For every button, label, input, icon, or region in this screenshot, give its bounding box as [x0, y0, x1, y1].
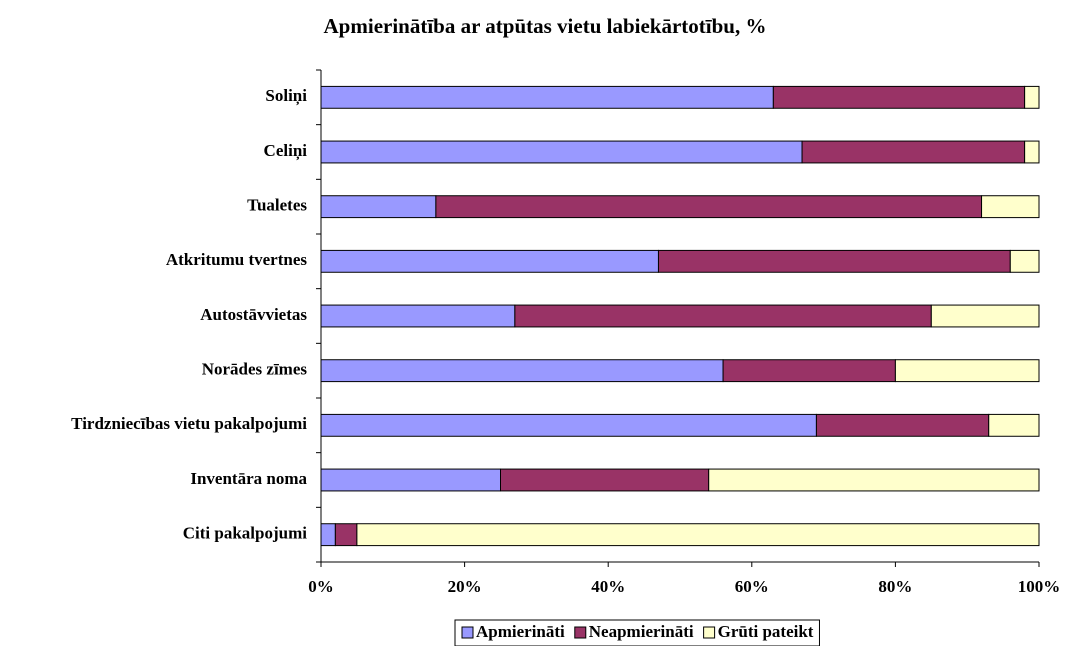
bar-segment [815, 413, 990, 437]
legend-label: Grūti pateikt [718, 622, 814, 641]
bar-segment [320, 304, 516, 328]
legend-swatch [461, 626, 474, 639]
y-tick-label: Atkritumu tvertnes [166, 250, 308, 269]
bar-segment [988, 413, 1040, 437]
bar-segment [435, 195, 983, 219]
legend-swatch [703, 626, 716, 639]
y-tick-label: Inventāra noma [190, 469, 307, 488]
x-tick-label: 60% [735, 577, 769, 596]
x-tick-label: 0% [308, 577, 334, 596]
y-tick-label: Tirdzniecības vietu pakalpojumi [71, 414, 307, 433]
x-tick-label: 40% [591, 577, 625, 596]
bar-segment [708, 468, 1040, 492]
bar-segment [500, 468, 710, 492]
bar-segment [320, 249, 659, 273]
bar-segment [981, 195, 1040, 219]
legend-box [454, 619, 820, 646]
y-tick-label: Norādes zīmes [202, 360, 308, 379]
bar-segment [320, 523, 336, 547]
bar-segment [334, 523, 358, 547]
bar-segment [930, 304, 1040, 328]
bar-segment [772, 85, 1026, 109]
bar-segment [722, 359, 896, 383]
x-tick-label: 20% [448, 577, 482, 596]
bar-segment [801, 140, 1026, 164]
bar-segment [320, 140, 803, 164]
bar-segment [514, 304, 932, 328]
chart-title: Apmierinātība ar atpūtas vietu labiekārt… [324, 14, 767, 38]
bar-segment [356, 523, 1040, 547]
bar-segment [320, 85, 774, 109]
bar-segment [1024, 85, 1040, 109]
bar-segment [894, 359, 1040, 383]
legend-label: Apmierināti [476, 622, 565, 641]
legend: Apmierināti Neapmierināti Grūti pateikt [454, 619, 820, 646]
y-tick-label: Tualetes [247, 196, 307, 215]
bar-segment [320, 413, 817, 437]
bar-segment [1024, 140, 1040, 164]
x-tick-label: 80% [878, 577, 912, 596]
y-tick-label: Citi pakalpojumi [183, 524, 307, 543]
bar-segment [320, 195, 437, 219]
bar-segment [320, 468, 501, 492]
bar-segment [657, 249, 1011, 273]
y-tick-label: Celiņi [264, 141, 308, 161]
bar-segment [1009, 249, 1040, 273]
legend-label: Neapmierināti [589, 622, 694, 641]
bar-segment [320, 359, 724, 383]
legend-swatch [574, 626, 587, 639]
y-tick-label: Autostāvvietas [200, 305, 307, 324]
x-tick-label: 100% [1018, 577, 1061, 596]
y-tick-label: Soliņi [265, 86, 307, 106]
